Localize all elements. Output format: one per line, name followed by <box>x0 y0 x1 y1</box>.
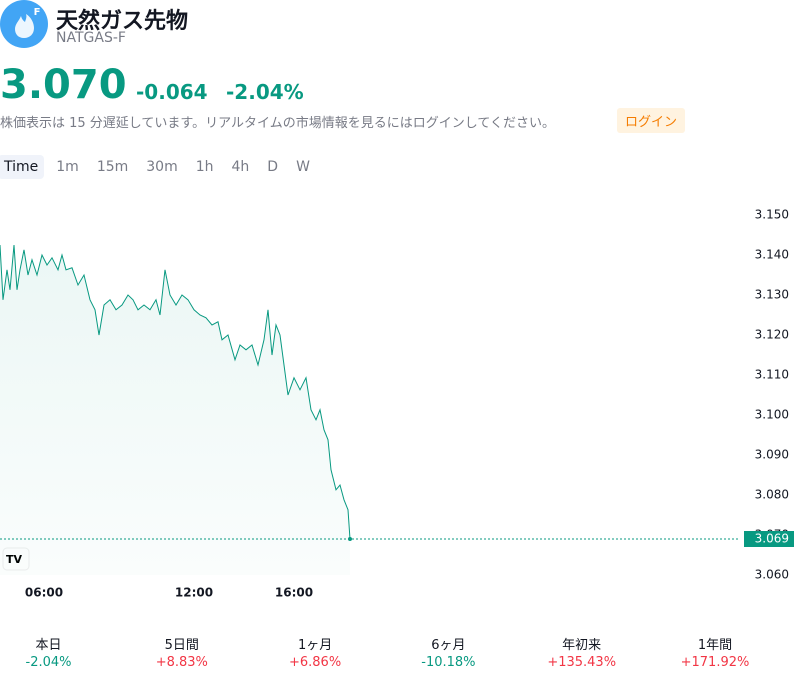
title: 天然ガス先物 <box>56 9 189 34</box>
price-line <box>0 244 351 540</box>
interval-tab[interactable]: W <box>296 159 310 175</box>
period-stat: 6ヶ月 -10.18% <box>382 634 515 670</box>
interval-tab[interactable]: D <box>267 159 279 175</box>
x-tick-label: 16:00 <box>275 586 313 600</box>
period-label: 本日 <box>35 638 62 653</box>
last-price-label: 3.069 <box>755 532 789 546</box>
y-tick-label: 3.100 <box>755 408 789 422</box>
interval-tab[interactable]: 15m <box>96 159 129 175</box>
period-change: +171.92% <box>680 655 750 670</box>
interval-tab[interactable]: 4h <box>231 159 250 175</box>
period-label: 1ヶ月 <box>297 638 333 653</box>
chart: TV 3.1503.1403.1303.1203.1103.1003.0903.… <box>0 208 794 600</box>
y-tick-label: 3.080 <box>755 488 789 502</box>
period-label: 1年間 <box>697 638 733 653</box>
badge: F <box>34 7 41 18</box>
y-tick-label: 3.140 <box>755 248 789 262</box>
last-price-box <box>744 531 794 547</box>
period-change: -2.04% <box>25 655 72 670</box>
price: 3.070 <box>0 62 127 108</box>
period-label: 年初来 <box>562 638 602 653</box>
area <box>0 245 350 575</box>
interval-tab[interactable]: Time <box>0 155 45 179</box>
period-stat: 5日間 +8.83% <box>115 634 248 670</box>
interval-tab[interactable]: 30m <box>146 159 178 175</box>
period-label: 5日間 <box>164 638 199 653</box>
interval-tab[interactable]: 1m <box>56 159 79 175</box>
period-stat: 1ヶ月 +6.86% <box>249 634 382 670</box>
y-tick-label: 3.130 <box>755 288 789 302</box>
y-tick-label: 3.150 <box>755 208 789 222</box>
login-button[interactable]: ログイン <box>617 108 686 133</box>
logo: F <box>0 0 48 48</box>
y-tick-label: 3.060 <box>755 568 789 582</box>
interval-tab[interactable]: 1h <box>195 159 214 175</box>
period-stat: 年初来 +135.43% <box>515 634 648 670</box>
y-tick-label: 3.110 <box>755 368 789 382</box>
period-change: +135.43% <box>547 655 617 670</box>
change-pct: -2.04% <box>226 80 304 104</box>
period-label: 6ヶ月 <box>431 638 466 653</box>
period-change: +6.86% <box>288 655 342 670</box>
interval-tabs: Time 1m 15m 30m 1h 4h D W <box>0 155 322 179</box>
period-change: +8.83% <box>155 655 208 670</box>
symbol: NATGAS-F <box>56 30 126 46</box>
period-stat: 本日 -2.04% <box>0 634 115 670</box>
period-stat: 1年間 +171.92% <box>649 634 782 670</box>
period-change: -10.18% <box>421 655 476 670</box>
delay-note: 株価表示は 15 分遅延しています。リアルタイムの市場情報を見るにはログインして… <box>0 116 555 131</box>
y-tick-label: 3.120 <box>755 328 789 342</box>
y-tick-label: 3.090 <box>755 448 789 462</box>
x-tick-label: 06:00 <box>25 586 63 600</box>
x-tick-label: 12:00 <box>175 586 213 600</box>
change: -0.064 <box>136 80 208 104</box>
